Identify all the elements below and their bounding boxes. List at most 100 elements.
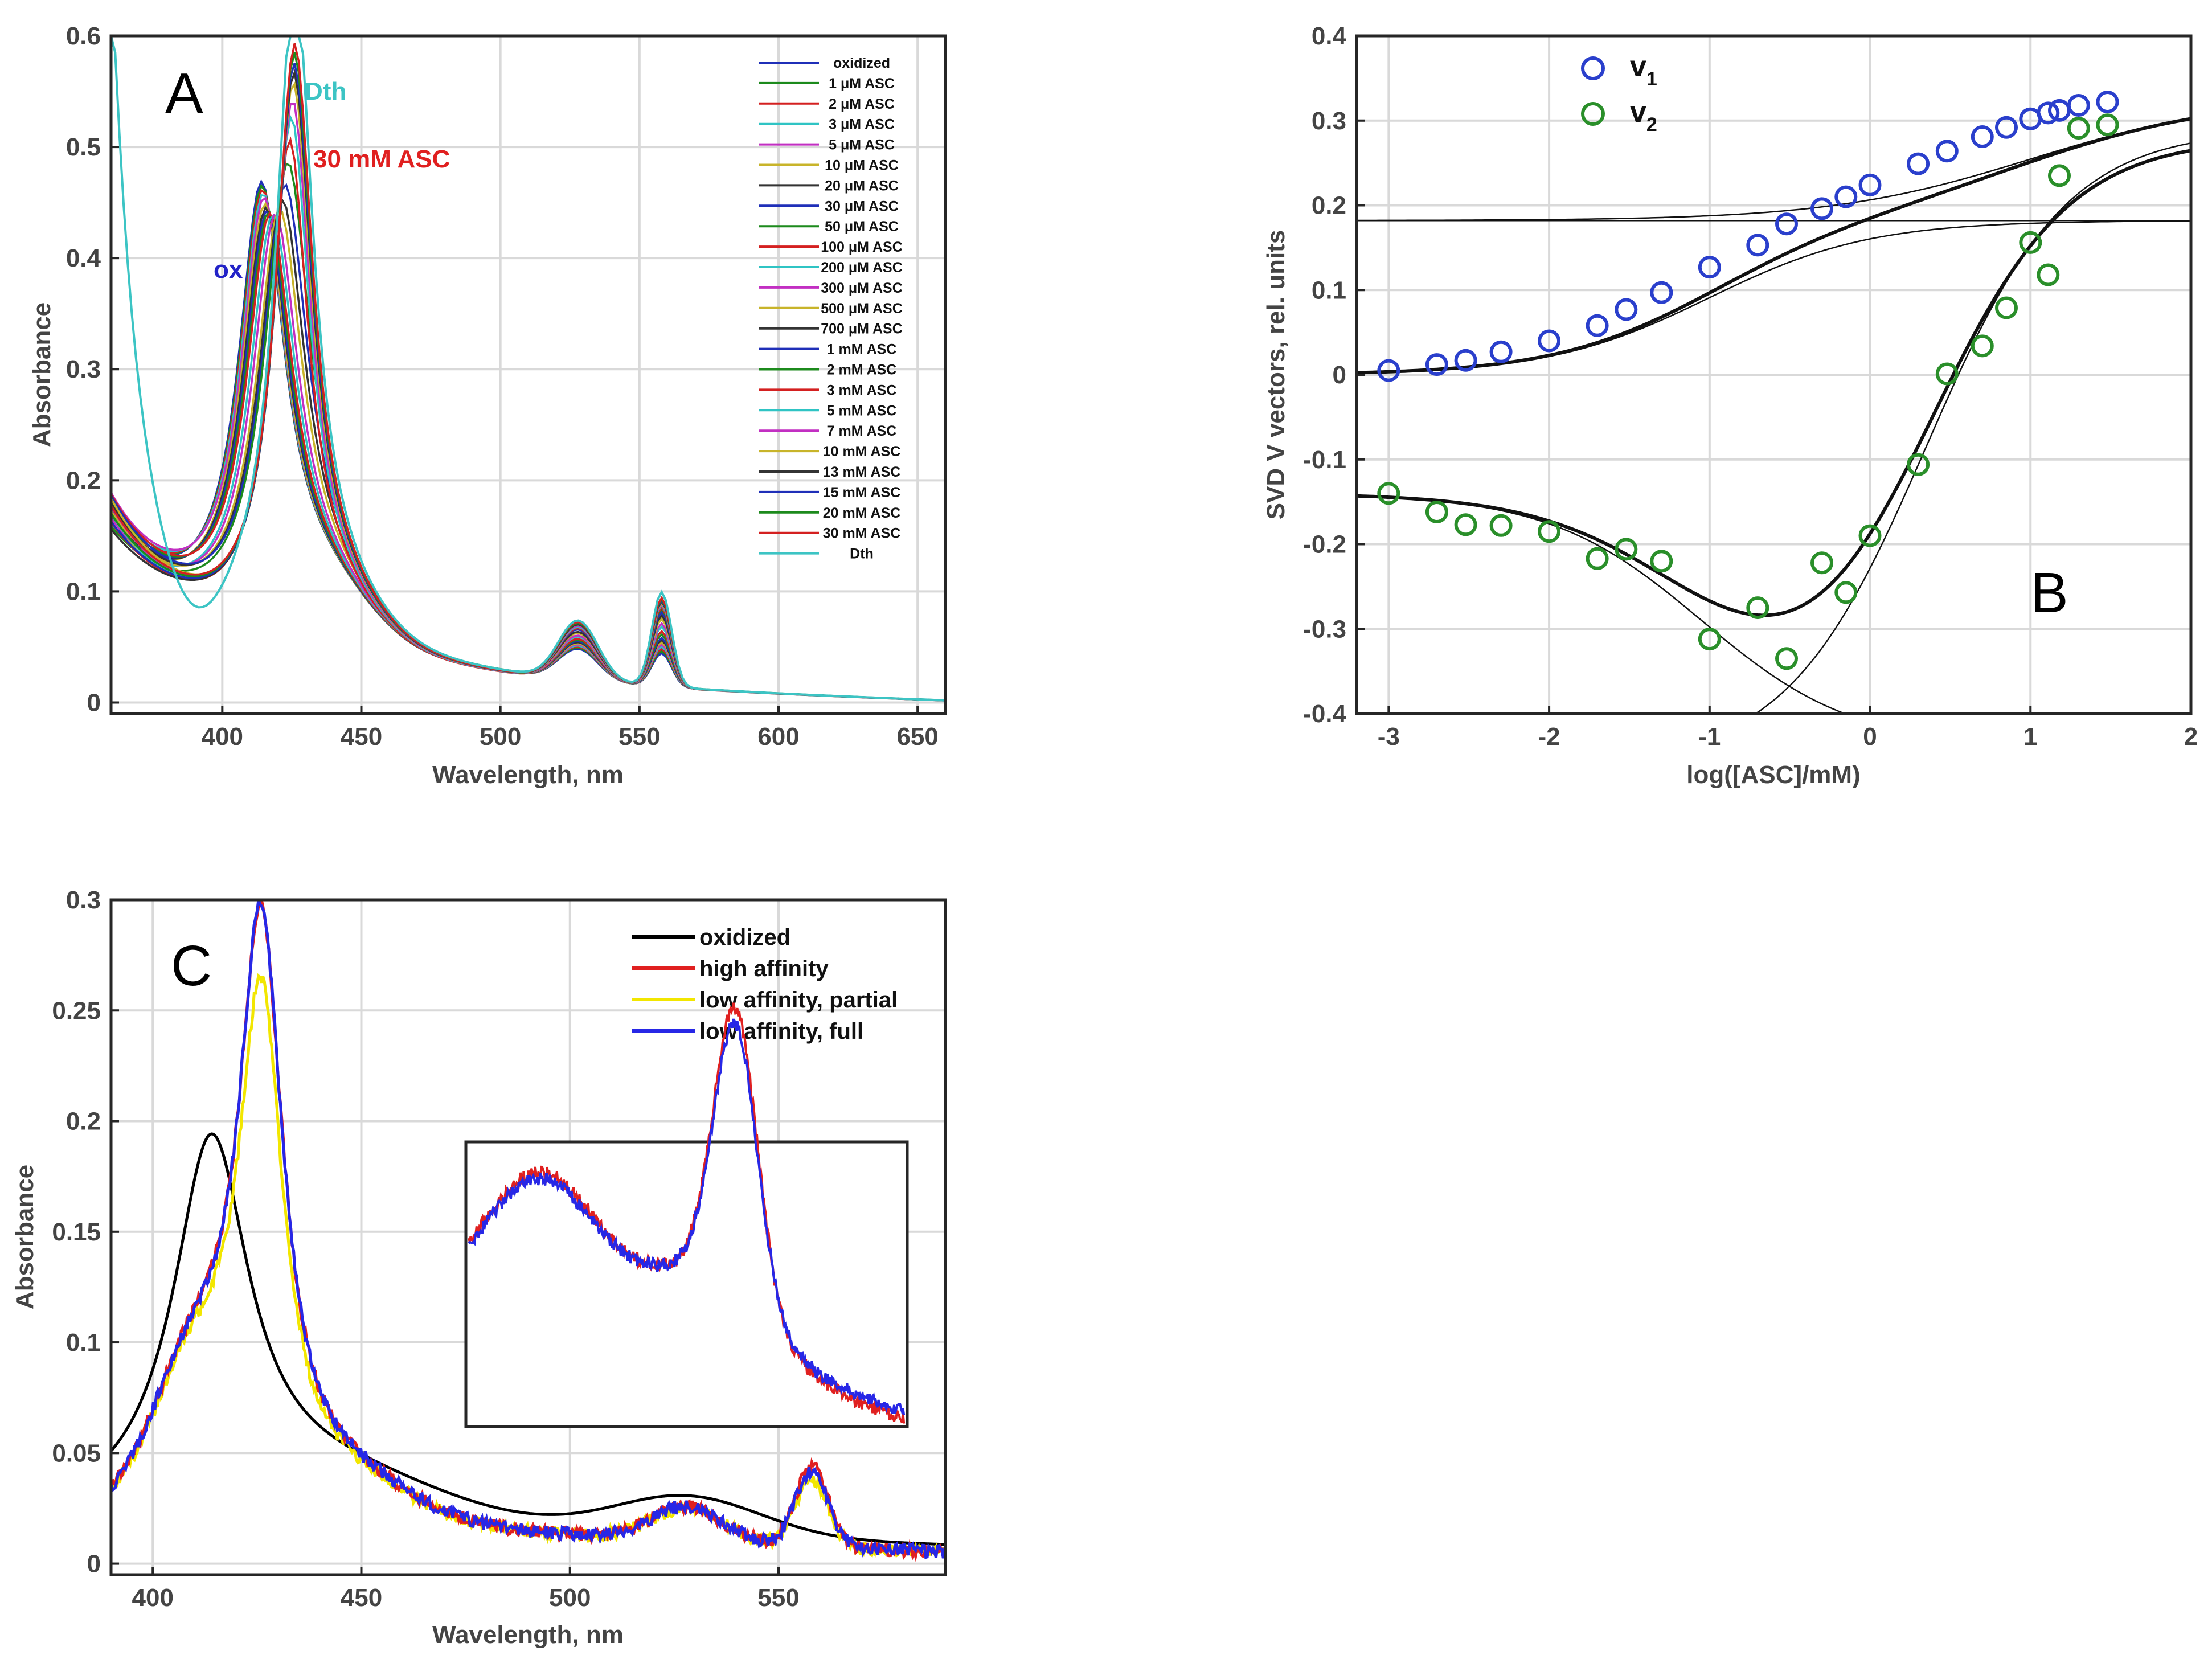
panel-c-letter: C <box>171 934 212 998</box>
panel-c-ytick-label: 0.1 <box>66 1329 101 1357</box>
panel-a-curves <box>111 36 945 702</box>
panel-b-fit-total-v2 <box>1357 149 2191 617</box>
panel-a-series-dth <box>111 36 945 702</box>
panel-b-point-v1 <box>1489 340 1513 363</box>
panel-a-ytick-label: 0.3 <box>66 355 101 383</box>
panel-b-point-v1 <box>1425 353 1448 376</box>
panel-a-ytick-label: 0.6 <box>66 22 101 50</box>
panel-b-fit-component-v1b <box>1357 117 2191 222</box>
panel-b-point-v2 <box>1907 453 1930 476</box>
panel-b-ytick-label: 0.3 <box>1312 107 1346 135</box>
panel-b-point-v2 <box>2019 231 2042 254</box>
panel-b-fit-total-v1 <box>1357 117 2191 375</box>
panel-a-xtick-label: 500 <box>480 723 521 751</box>
panel-c-inset <box>464 1002 909 1428</box>
panel-b-xtick-label: -3 <box>1378 723 1400 751</box>
annotation-dth: Dth <box>305 77 346 105</box>
panel-b-point-v2 <box>1615 538 1638 561</box>
panel-c-xtick-label: 550 <box>757 1584 799 1612</box>
panel-a-legend-label-5-um-asc: 5 μM ASC <box>829 137 895 153</box>
panel-a-frame <box>109 34 947 715</box>
panel-a-legend-label-200-um-asc: 200 μM ASC <box>821 260 903 276</box>
panel-b-point-v1 <box>1586 314 1609 337</box>
panel-b-xtick-label: -2 <box>1538 723 1560 751</box>
panel-b-point-v1 <box>1454 349 1477 372</box>
panel-b-point-v2 <box>1834 581 1858 604</box>
panel-b-point-v1 <box>1858 173 1882 196</box>
panel-a-legend-label-2-mm-asc: 2 mM ASC <box>827 362 897 378</box>
panel-b-point-v2 <box>1746 596 1769 620</box>
panel-b-point-v2 <box>1538 520 1561 543</box>
panel-c-xtick-label: 450 <box>341 1584 382 1612</box>
panel-b-point-v1 <box>1538 329 1561 353</box>
panel-b-point-v2 <box>2048 164 2071 187</box>
panel-c-ytick-label: 0.15 <box>52 1218 101 1246</box>
panel-a-legend-label-30-mm-asc: 30 mM ASC <box>823 526 901 542</box>
panel-b-point-v2 <box>2067 117 2090 140</box>
panel-b-ytick-label: 0 <box>1333 361 1346 389</box>
panel-b-point-v2 <box>1489 514 1513 537</box>
panel-a-legend-label-dth: Dth <box>850 546 874 562</box>
panel-b-point-v1 <box>1834 185 1858 208</box>
panel-b-xtick-label: -1 <box>1698 723 1721 751</box>
panel-a-xtick-label: 450 <box>341 723 382 751</box>
panel-b-point-v2 <box>1698 628 1721 651</box>
legend-label-v1: v1 <box>1630 50 1657 90</box>
panel-b-xtick-label: 0 <box>1863 723 1877 751</box>
panel-a-legend-label-300-um-asc: 300 μM ASC <box>821 280 903 296</box>
inset-frame <box>464 1140 909 1428</box>
legend-label-v2: v2 <box>1630 96 1657 136</box>
panel-b-point-v2 <box>1377 482 1400 505</box>
panel-c-grid <box>111 900 945 1575</box>
panel-b-point-v1 <box>1935 140 1959 163</box>
inset-curves <box>468 1002 906 1424</box>
annotation-ox: ox <box>214 256 243 284</box>
panel-a-legend-label-50-um-asc: 50 μM ASC <box>825 219 899 235</box>
panel-c-ticks: 400 450 500 550 0 0.05 0.1 0.15 0.2 0.25 0.3 <box>52 886 799 1612</box>
panel-a-xlabel: Wavelength, nm <box>432 761 624 789</box>
panel-a-legend-label-20-mm-asc: 20 mM ASC <box>823 505 901 521</box>
panel-b-ytick-label: -0.4 <box>1303 700 1346 728</box>
panel-b-point-v1 <box>1775 212 1798 236</box>
panel-a-xtick-label: 650 <box>896 723 938 751</box>
panel-b-point-v1 <box>1650 281 1673 304</box>
panel-b-xlabel: log([ASC]/mM) <box>1686 761 1861 789</box>
panel-c-frame <box>109 898 947 1576</box>
legend-marker-v1 <box>1581 56 1605 80</box>
panel-b-xtick-label: 1 <box>2023 723 2037 751</box>
panel-b-point-v2 <box>1454 513 1477 536</box>
panel-b-point-v1 <box>2096 91 2119 113</box>
panel-a-legend-label-5-mm-asc: 5 mM ASC <box>827 403 897 419</box>
panel-b-point-v1 <box>2048 99 2071 122</box>
panel-b-ytick-label: -0.1 <box>1303 446 1346 474</box>
panel-a-legend-label-oxidized: oxidized <box>833 55 890 71</box>
panel-b-point-v1 <box>2067 94 2090 117</box>
panel-b-point-v1 <box>1995 116 2018 139</box>
panel-a-legend-label-3-mm-asc: 3 mM ASC <box>827 382 897 398</box>
panel-a-legend: oxidized 1 μM ASC 2 μM ASC 3 μM ASC 5 μM ASC… <box>759 55 903 562</box>
panel-c-xtick-label: 400 <box>132 1584 174 1612</box>
panel-a-xtick-label: 600 <box>757 723 799 751</box>
panel-c-ylabel: Absorbance <box>11 1165 39 1309</box>
panel-b-ytick-label: -0.2 <box>1303 531 1346 559</box>
panel-b-ylabel: SVD V vectors, rel. units <box>1262 230 1290 520</box>
panel-a-legend-label-10-um-asc: 10 μM ASC <box>825 158 899 174</box>
panel-b-point-v2 <box>1425 501 1448 523</box>
panel-b-point-v2 <box>1775 647 1798 670</box>
legend-marker-v2 <box>1581 102 1605 126</box>
panel-b-point-v2 <box>1935 362 1959 386</box>
annotation-30mm-asc: 30 mM ASC <box>313 145 450 173</box>
panel-c-series-low-affinity-full <box>111 900 945 1559</box>
panel-a-letter: A <box>165 62 203 125</box>
panel-a: 400 450 500 550 600 650 0 0.1 0.2 0.3 0.4 0.5 0.6 Wa… <box>28 22 947 789</box>
panel-b-point-v1 <box>1907 152 1930 175</box>
panel-a-legend-label-20-um-asc: 20 μM ASC <box>825 178 899 194</box>
panel-a-xtick-label: 550 <box>618 723 660 751</box>
panel-b-point-v2 <box>1995 296 2018 319</box>
panel-c-ytick-label: 0.25 <box>52 997 101 1025</box>
panel-a-legend-label-7-mm-asc: 7 mM ASC <box>827 423 897 439</box>
panel-a-ytick-label: 0.2 <box>66 466 101 494</box>
panel-a-ytick-label: 0.4 <box>66 244 101 272</box>
panel-b-letter: B <box>2030 561 2068 625</box>
